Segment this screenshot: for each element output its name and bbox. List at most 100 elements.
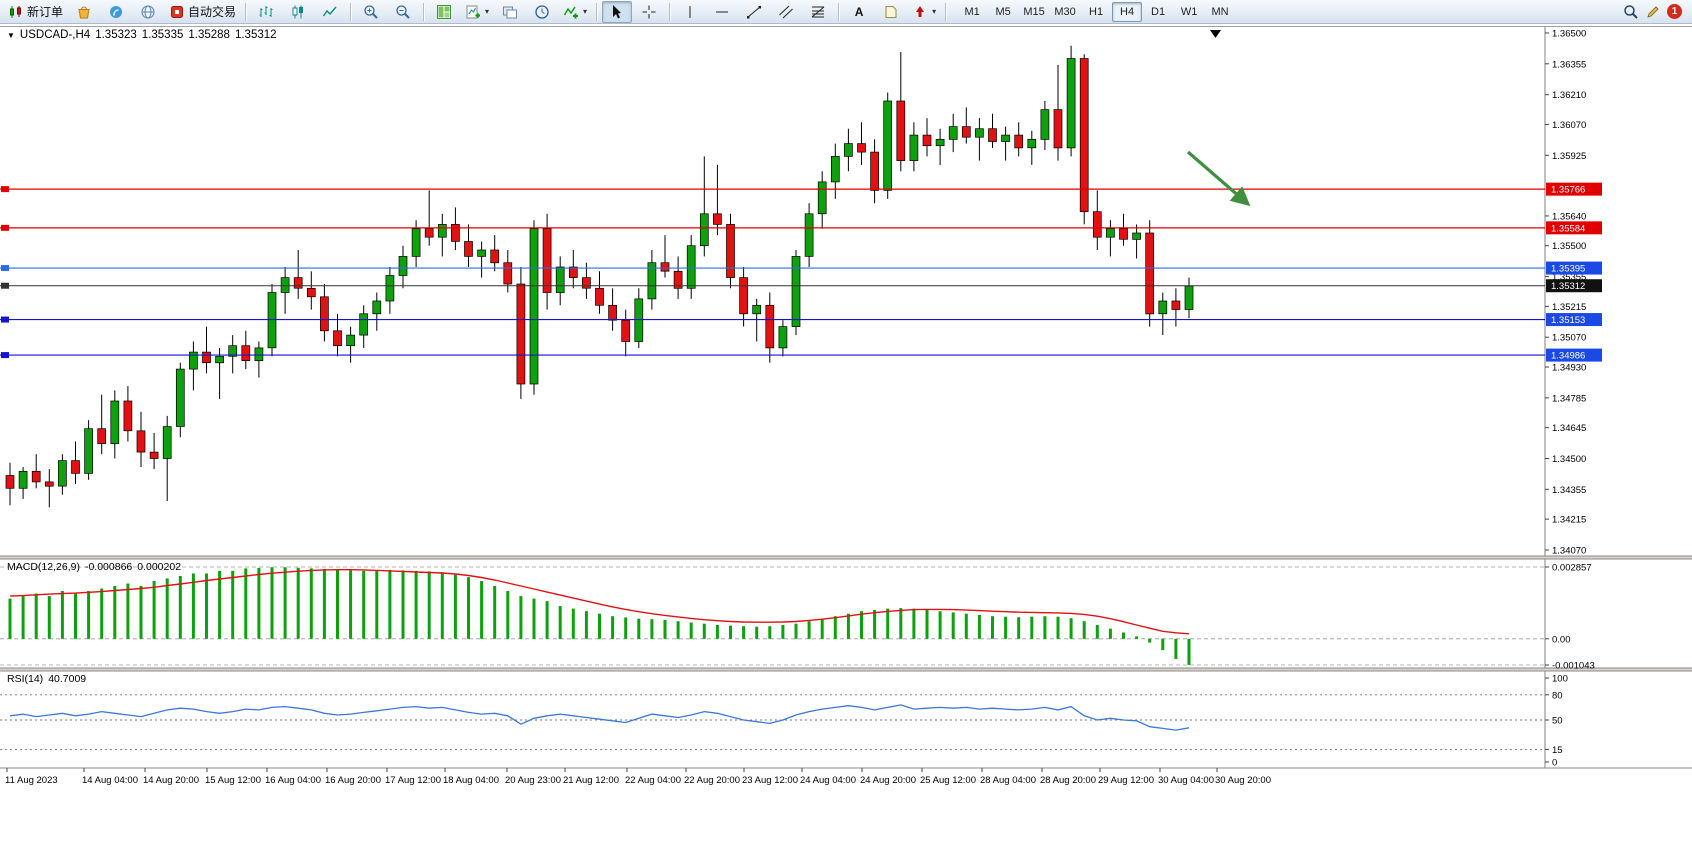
svg-text:28 Aug 20:00: 28 Aug 20:00 — [1040, 775, 1096, 786]
timeframe-group: M1 M5 M15 M30 H1 H4 D1 W1 MN — [957, 1, 1235, 22]
tile-windows-button[interactable] — [429, 1, 459, 23]
svg-text:1.35766: 1.35766 — [1551, 185, 1585, 196]
candlestick-mode-button[interactable] — [283, 1, 313, 23]
toolbar-separator — [596, 2, 598, 21]
zoom-out-icon — [396, 4, 410, 19]
line-chart-mode-button[interactable] — [315, 1, 345, 23]
fibonacci-icon — [811, 6, 825, 17]
svg-text:23 Aug 12:00: 23 Aug 12:00 — [742, 775, 798, 786]
zoom-in-button[interactable] — [356, 1, 386, 23]
chevron-down-icon[interactable]: ▾ — [932, 7, 937, 16]
svg-text:1.34986: 1.34986 — [1551, 351, 1585, 362]
zoom-in-icon — [364, 4, 378, 19]
chevron-down-icon[interactable]: ▾ — [485, 7, 490, 16]
svg-text:50: 50 — [1552, 716, 1563, 727]
vps-button[interactable] — [133, 1, 163, 23]
label-tool-button[interactable] — [876, 1, 906, 23]
period-clock-button[interactable] — [527, 1, 557, 23]
zoom-out-button[interactable] — [388, 1, 418, 23]
svg-text:0.00: 0.00 — [1552, 634, 1571, 645]
svg-text:11 Aug 2023: 11 Aug 2023 — [5, 775, 58, 786]
horizontal-line-tool-button[interactable] — [707, 1, 737, 23]
text-tool-icon: A — [854, 4, 864, 19]
timeframe-m5[interactable]: M5 — [995, 5, 1011, 18]
timeframe-m15[interactable]: M15 — [1023, 5, 1045, 18]
timeframe-h4[interactable]: H4 — [1112, 1, 1143, 22]
notification-badge[interactable]: 1 — [1667, 4, 1682, 19]
svg-text:1.36210: 1.36210 — [1552, 90, 1586, 101]
svg-text:1.35312: 1.35312 — [1551, 281, 1585, 292]
crosshair-tool-button[interactable] — [634, 1, 664, 23]
svg-text:21 Aug 12:00: 21 Aug 12:00 — [563, 775, 619, 786]
candlestick-icon — [292, 5, 304, 18]
timeframe-m30[interactable]: M30 — [1054, 5, 1076, 18]
svg-text:1.35640: 1.35640 — [1552, 211, 1586, 222]
svg-text:14 Aug 20:00: 14 Aug 20:00 — [143, 775, 199, 786]
label-icon — [885, 5, 897, 18]
symbol-timeframe-label: USDCAD-,H4 — [19, 29, 91, 41]
rsi-name: RSI(14) — [7, 673, 44, 685]
macd-name: MACD(12,26,9) — [7, 561, 80, 573]
new-chart-button[interactable]: ▾ — [461, 1, 493, 23]
line-chart-icon — [322, 6, 337, 16]
profiles-button[interactable] — [495, 1, 525, 23]
svg-text:1.34215: 1.34215 — [1552, 515, 1586, 526]
svg-text:22 Aug 04:00: 22 Aug 04:00 — [625, 775, 681, 786]
channel-tool-button[interactable] — [771, 1, 801, 23]
svg-text:16 Aug 20:00: 16 Aug 20:00 — [325, 775, 381, 786]
svg-text:1.34785: 1.34785 — [1552, 393, 1586, 404]
svg-text:15 Aug 12:00: 15 Aug 12:00 — [205, 775, 261, 786]
toolbar-separator — [838, 2, 840, 21]
timeframe-m1[interactable]: M1 — [964, 5, 980, 18]
svg-text:1.34500: 1.34500 — [1552, 454, 1586, 465]
timeframe-d1[interactable]: D1 — [1151, 5, 1166, 18]
vertical-line-tool-button[interactable] — [675, 1, 705, 23]
timeframe-mn[interactable]: MN — [1211, 5, 1229, 18]
svg-text:24 Aug 04:00: 24 Aug 04:00 — [800, 775, 856, 786]
vertical-line-icon — [689, 5, 691, 18]
arrows-tool-button[interactable]: ▾ — [908, 1, 940, 23]
rsi-panel-label: RSI(14) 40.7009 — [7, 673, 91, 685]
auto-trading-label: 自动交易 — [188, 5, 237, 19]
toolbar-separator — [245, 2, 247, 21]
auto-trading-icon — [171, 5, 184, 18]
new-order-button[interactable]: 新订单 — [4, 1, 67, 23]
signals-button[interactable] — [101, 1, 131, 23]
svg-text:1.35500: 1.35500 — [1552, 241, 1586, 252]
chevron-down-icon[interactable]: ▾ — [583, 7, 588, 16]
trendline-tool-button[interactable] — [739, 1, 769, 23]
toolbar-separator — [945, 2, 947, 21]
symbol-dropdown-icon[interactable]: ▼ — [7, 31, 15, 40]
rsi-value: 40.7009 — [48, 673, 87, 685]
f​ibonacci-tool-button[interactable] — [803, 1, 833, 23]
chart-title: ▼ USDCAD-,H4 1.35323 1.35335 1.35288 1.3… — [7, 29, 282, 41]
ohlc-bars-icon — [259, 5, 273, 17]
toolbar-right-group: 1 — [1623, 4, 1682, 20]
svg-text:18 Aug 04:00: 18 Aug 04:00 — [443, 775, 499, 786]
bar-chart-mode-button[interactable] — [251, 1, 281, 23]
auto-trading-button[interactable]: 自动交易 — [165, 1, 240, 23]
svg-text:1.35395: 1.35395 — [1551, 264, 1585, 275]
svg-text:1.34645: 1.34645 — [1552, 423, 1586, 434]
new-chart-icon — [466, 5, 481, 18]
ohlc-low: 1.35288 — [188, 29, 230, 41]
timeframe-h1[interactable]: H1 — [1089, 5, 1104, 18]
svg-text:25 Aug 12:00: 25 Aug 12:00 — [920, 775, 976, 786]
indicators-button[interactable]: ▾ — [559, 1, 591, 23]
cursor-tool-button[interactable] — [602, 0, 633, 23]
chart-canvas[interactable]: 1.36500 1.36355 1.36210 1.36070 1.35925 1.356… — [0, 24, 1692, 790]
edit-pencil-icon[interactable] — [1645, 4, 1661, 20]
ohlc-close: 1.35312 — [234, 29, 277, 41]
arrow-shape-icon — [916, 5, 925, 17]
svg-text:-0.001043: -0.001043 — [1552, 661, 1595, 672]
tile-windows-icon — [437, 4, 452, 19]
timeframe-w1[interactable]: W1 — [1180, 5, 1198, 18]
indicators-icon — [563, 6, 579, 18]
search-icon[interactable] — [1623, 4, 1639, 20]
text-tool-button[interactable]: A — [844, 1, 874, 23]
svg-text:1.34930: 1.34930 — [1552, 363, 1586, 374]
svg-text:17 Aug 12:00: 17 Aug 12:00 — [385, 775, 441, 786]
market-button[interactable] — [69, 1, 99, 23]
toolbar: 新订单 自动交易 — [0, 0, 1692, 24]
svg-text:1.34070: 1.34070 — [1552, 545, 1586, 556]
